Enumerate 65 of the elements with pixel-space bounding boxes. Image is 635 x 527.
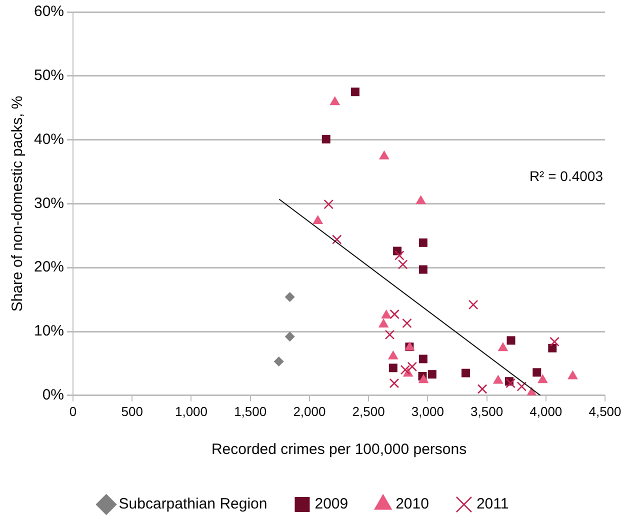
x-tick-label: 1,000 bbox=[174, 404, 208, 419]
legend-label: 2009 bbox=[314, 496, 348, 513]
point bbox=[324, 199, 334, 210]
point bbox=[284, 332, 295, 342]
x-tick-label: 4,500 bbox=[588, 404, 622, 419]
point bbox=[477, 384, 488, 394]
point bbox=[274, 356, 284, 367]
x-tick-label: 4,000 bbox=[530, 404, 562, 419]
x-tick-label: 3,000 bbox=[411, 404, 444, 419]
point bbox=[378, 318, 389, 328]
x-tick-label: 2,000 bbox=[293, 404, 326, 419]
point bbox=[322, 134, 330, 144]
y-tick-label: 0% bbox=[42, 386, 64, 404]
point bbox=[312, 214, 324, 224]
point bbox=[418, 238, 428, 247]
point bbox=[378, 150, 390, 160]
y-tick-label: 40% bbox=[34, 130, 64, 148]
point bbox=[568, 370, 578, 380]
point bbox=[548, 344, 557, 352]
point bbox=[462, 368, 470, 378]
y-tick-label: 10% bbox=[34, 322, 64, 340]
point bbox=[492, 374, 504, 384]
point bbox=[428, 370, 436, 379]
point bbox=[407, 362, 418, 372]
point bbox=[400, 364, 410, 375]
point bbox=[416, 195, 426, 204]
point bbox=[389, 378, 400, 388]
point bbox=[398, 260, 408, 270]
point bbox=[418, 354, 428, 364]
legend-label: Subcarpathian Region bbox=[118, 496, 268, 513]
point bbox=[388, 350, 398, 360]
annotation: R² = 0.4003 bbox=[529, 168, 604, 184]
x-tick-label: 2,500 bbox=[352, 404, 385, 419]
point bbox=[384, 330, 395, 340]
y-axis-title: Share of non-domestic packs, % bbox=[9, 96, 26, 312]
point bbox=[498, 342, 508, 352]
x-axis-title: Recorded crimes per 100,000 persons bbox=[211, 441, 467, 458]
x-tick-label: 500 bbox=[121, 404, 143, 419]
point bbox=[550, 336, 560, 347]
legend-label: 2010 bbox=[396, 496, 429, 513]
point bbox=[350, 88, 360, 96]
point bbox=[402, 318, 412, 328]
point bbox=[418, 374, 429, 384]
point bbox=[332, 234, 342, 244]
point bbox=[284, 292, 295, 302]
legend-label: 2011 bbox=[476, 496, 509, 513]
x-tick-label: 1,500 bbox=[234, 404, 267, 419]
point bbox=[506, 336, 516, 345]
point bbox=[506, 378, 516, 388]
x-tick-label: 3,500 bbox=[470, 404, 504, 419]
y-tick-label: 20% bbox=[34, 258, 64, 276]
x-tick-label: 0 bbox=[69, 404, 77, 419]
point bbox=[390, 309, 400, 320]
y-tick-label: 50% bbox=[34, 67, 64, 84]
y-tick-label: 60% bbox=[34, 3, 64, 20]
point bbox=[381, 310, 392, 319]
point bbox=[468, 300, 478, 310]
point bbox=[418, 265, 428, 274]
point bbox=[330, 96, 340, 106]
point bbox=[388, 364, 398, 372]
y-tick-label: 30% bbox=[34, 194, 64, 212]
point bbox=[516, 382, 527, 392]
point bbox=[538, 374, 548, 384]
point bbox=[532, 368, 542, 377]
point bbox=[394, 250, 404, 260]
